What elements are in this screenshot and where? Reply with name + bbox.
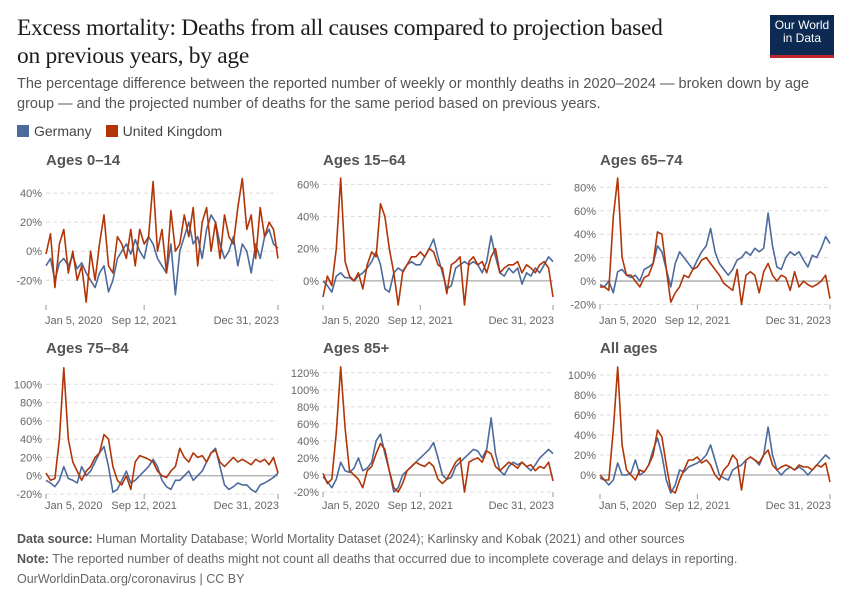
panel-title: Ages 65–74 [600, 152, 683, 169]
panel-title: Ages 0–14 [46, 152, 121, 169]
y-tick-label: 0% [26, 471, 42, 483]
series-line-germany [599, 212, 831, 294]
note: Note: The reported number of deaths migh… [17, 552, 738, 566]
y-tick-label: 60% [574, 410, 596, 422]
legend-item-united-kingdom[interactable]: United Kingdom [105, 123, 223, 139]
y-tick-label: 40% [20, 188, 42, 200]
x-tick-label: Dec 31, 2023 [766, 500, 831, 512]
y-tick-label: 60% [297, 179, 319, 191]
legend: Germany United Kingdom [17, 123, 222, 139]
series-line-united-kingdom [600, 177, 831, 306]
series-line-germany [599, 426, 831, 494]
y-tick-label: -20% [293, 487, 319, 499]
series-line-germany [45, 214, 279, 296]
y-tick-label: 100% [291, 385, 319, 397]
y-tick-label: 40% [297, 212, 319, 224]
y-tick-label: 40% [574, 430, 596, 442]
y-tick-label: 20% [20, 217, 42, 229]
y-tick-label: 20% [297, 244, 319, 256]
chart-title: Excess mortality: Deaths from all causes… [17, 15, 663, 69]
x-tick-label: Jan 5, 2020 [45, 500, 103, 512]
x-tick-label: Dec 31, 2023 [214, 315, 279, 327]
panel-title: Ages 85+ [323, 340, 390, 357]
y-tick-label: 0% [580, 276, 596, 288]
y-tick-label: -20% [16, 489, 42, 501]
legend-swatch-united-kingdom [105, 125, 118, 137]
y-tick-label: 40% [20, 434, 42, 446]
panel-title: Ages 15–64 [323, 152, 406, 169]
legend-swatch-germany [17, 125, 29, 137]
y-tick-label: 60% [574, 206, 596, 218]
y-tick-label: 100% [568, 370, 596, 382]
y-tick-label: 100% [14, 379, 42, 391]
legend-item-germany[interactable]: Germany [17, 123, 92, 139]
x-tick-label: Sep 12, 2021 [665, 315, 730, 327]
series-line-germany [45, 445, 279, 494]
x-tick-label: Jan 5, 2020 [322, 315, 380, 327]
x-tick-label: Sep 12, 2021 [665, 500, 730, 512]
y-tick-label: 0% [303, 276, 319, 288]
x-tick-label: Sep 12, 2021 [111, 500, 176, 512]
logo-text: Our World in Data [774, 18, 830, 45]
legend-label: Germany [34, 123, 92, 139]
y-tick-label: 80% [574, 182, 596, 194]
y-tick-label: 40% [574, 229, 596, 241]
y-tick-label: 60% [20, 416, 42, 428]
series-line-united-kingdom [45, 366, 279, 491]
x-tick-label: Jan 5, 2020 [45, 315, 103, 327]
y-tick-label: 60% [297, 419, 319, 431]
x-tick-label: Dec 31, 2023 [489, 315, 554, 327]
series-line-united-kingdom [322, 177, 554, 306]
data-source: Data source: Human Mortality Database; W… [17, 532, 685, 546]
x-tick-label: Sep 12, 2021 [388, 315, 453, 327]
x-tick-label: Sep 12, 2021 [111, 315, 176, 327]
series-line-united-kingdom [322, 366, 554, 493]
series-line-united-kingdom [45, 177, 279, 303]
y-tick-label: 0% [303, 470, 319, 482]
y-tick-label: 20% [20, 452, 42, 464]
x-tick-label: Jan 5, 2020 [599, 500, 657, 512]
y-tick-label: 40% [297, 436, 319, 448]
series-line-germany [322, 417, 554, 493]
panel-title: All ages [600, 340, 658, 357]
y-tick-label: 80% [20, 398, 42, 410]
y-tick-label: 120% [291, 368, 319, 380]
chart-subtitle: The percentage difference between the re… [17, 76, 810, 112]
y-tick-label: 80% [574, 390, 596, 402]
legend-label: United Kingdom [122, 123, 223, 139]
x-tick-label: Jan 5, 2020 [599, 315, 657, 327]
owid-logo[interactable]: Our World in Data [770, 15, 834, 58]
x-tick-label: Jan 5, 2020 [322, 500, 380, 512]
x-tick-label: Dec 31, 2023 [214, 500, 279, 512]
y-tick-label: 20% [574, 450, 596, 462]
y-tick-label: 80% [297, 402, 319, 414]
x-tick-label: Sep 12, 2021 [388, 500, 453, 512]
y-tick-label: 20% [297, 453, 319, 465]
y-tick-label: -20% [570, 300, 596, 312]
panel-title: Ages 75–84 [46, 340, 129, 357]
footer: Data source: Human Mortality Database; W… [17, 529, 737, 589]
y-tick-label: -20% [16, 275, 42, 287]
source-url[interactable]: OurWorldinData.org/coronavirus | CC BY [17, 572, 245, 586]
y-tick-label: 0% [26, 246, 42, 258]
series-line-united-kingdom [599, 366, 831, 494]
y-tick-label: 0% [580, 470, 596, 482]
x-tick-label: Dec 31, 2023 [766, 315, 831, 327]
y-tick-label: 20% [574, 253, 596, 265]
x-tick-label: Dec 31, 2023 [489, 500, 554, 512]
series-line-germany [322, 235, 554, 293]
